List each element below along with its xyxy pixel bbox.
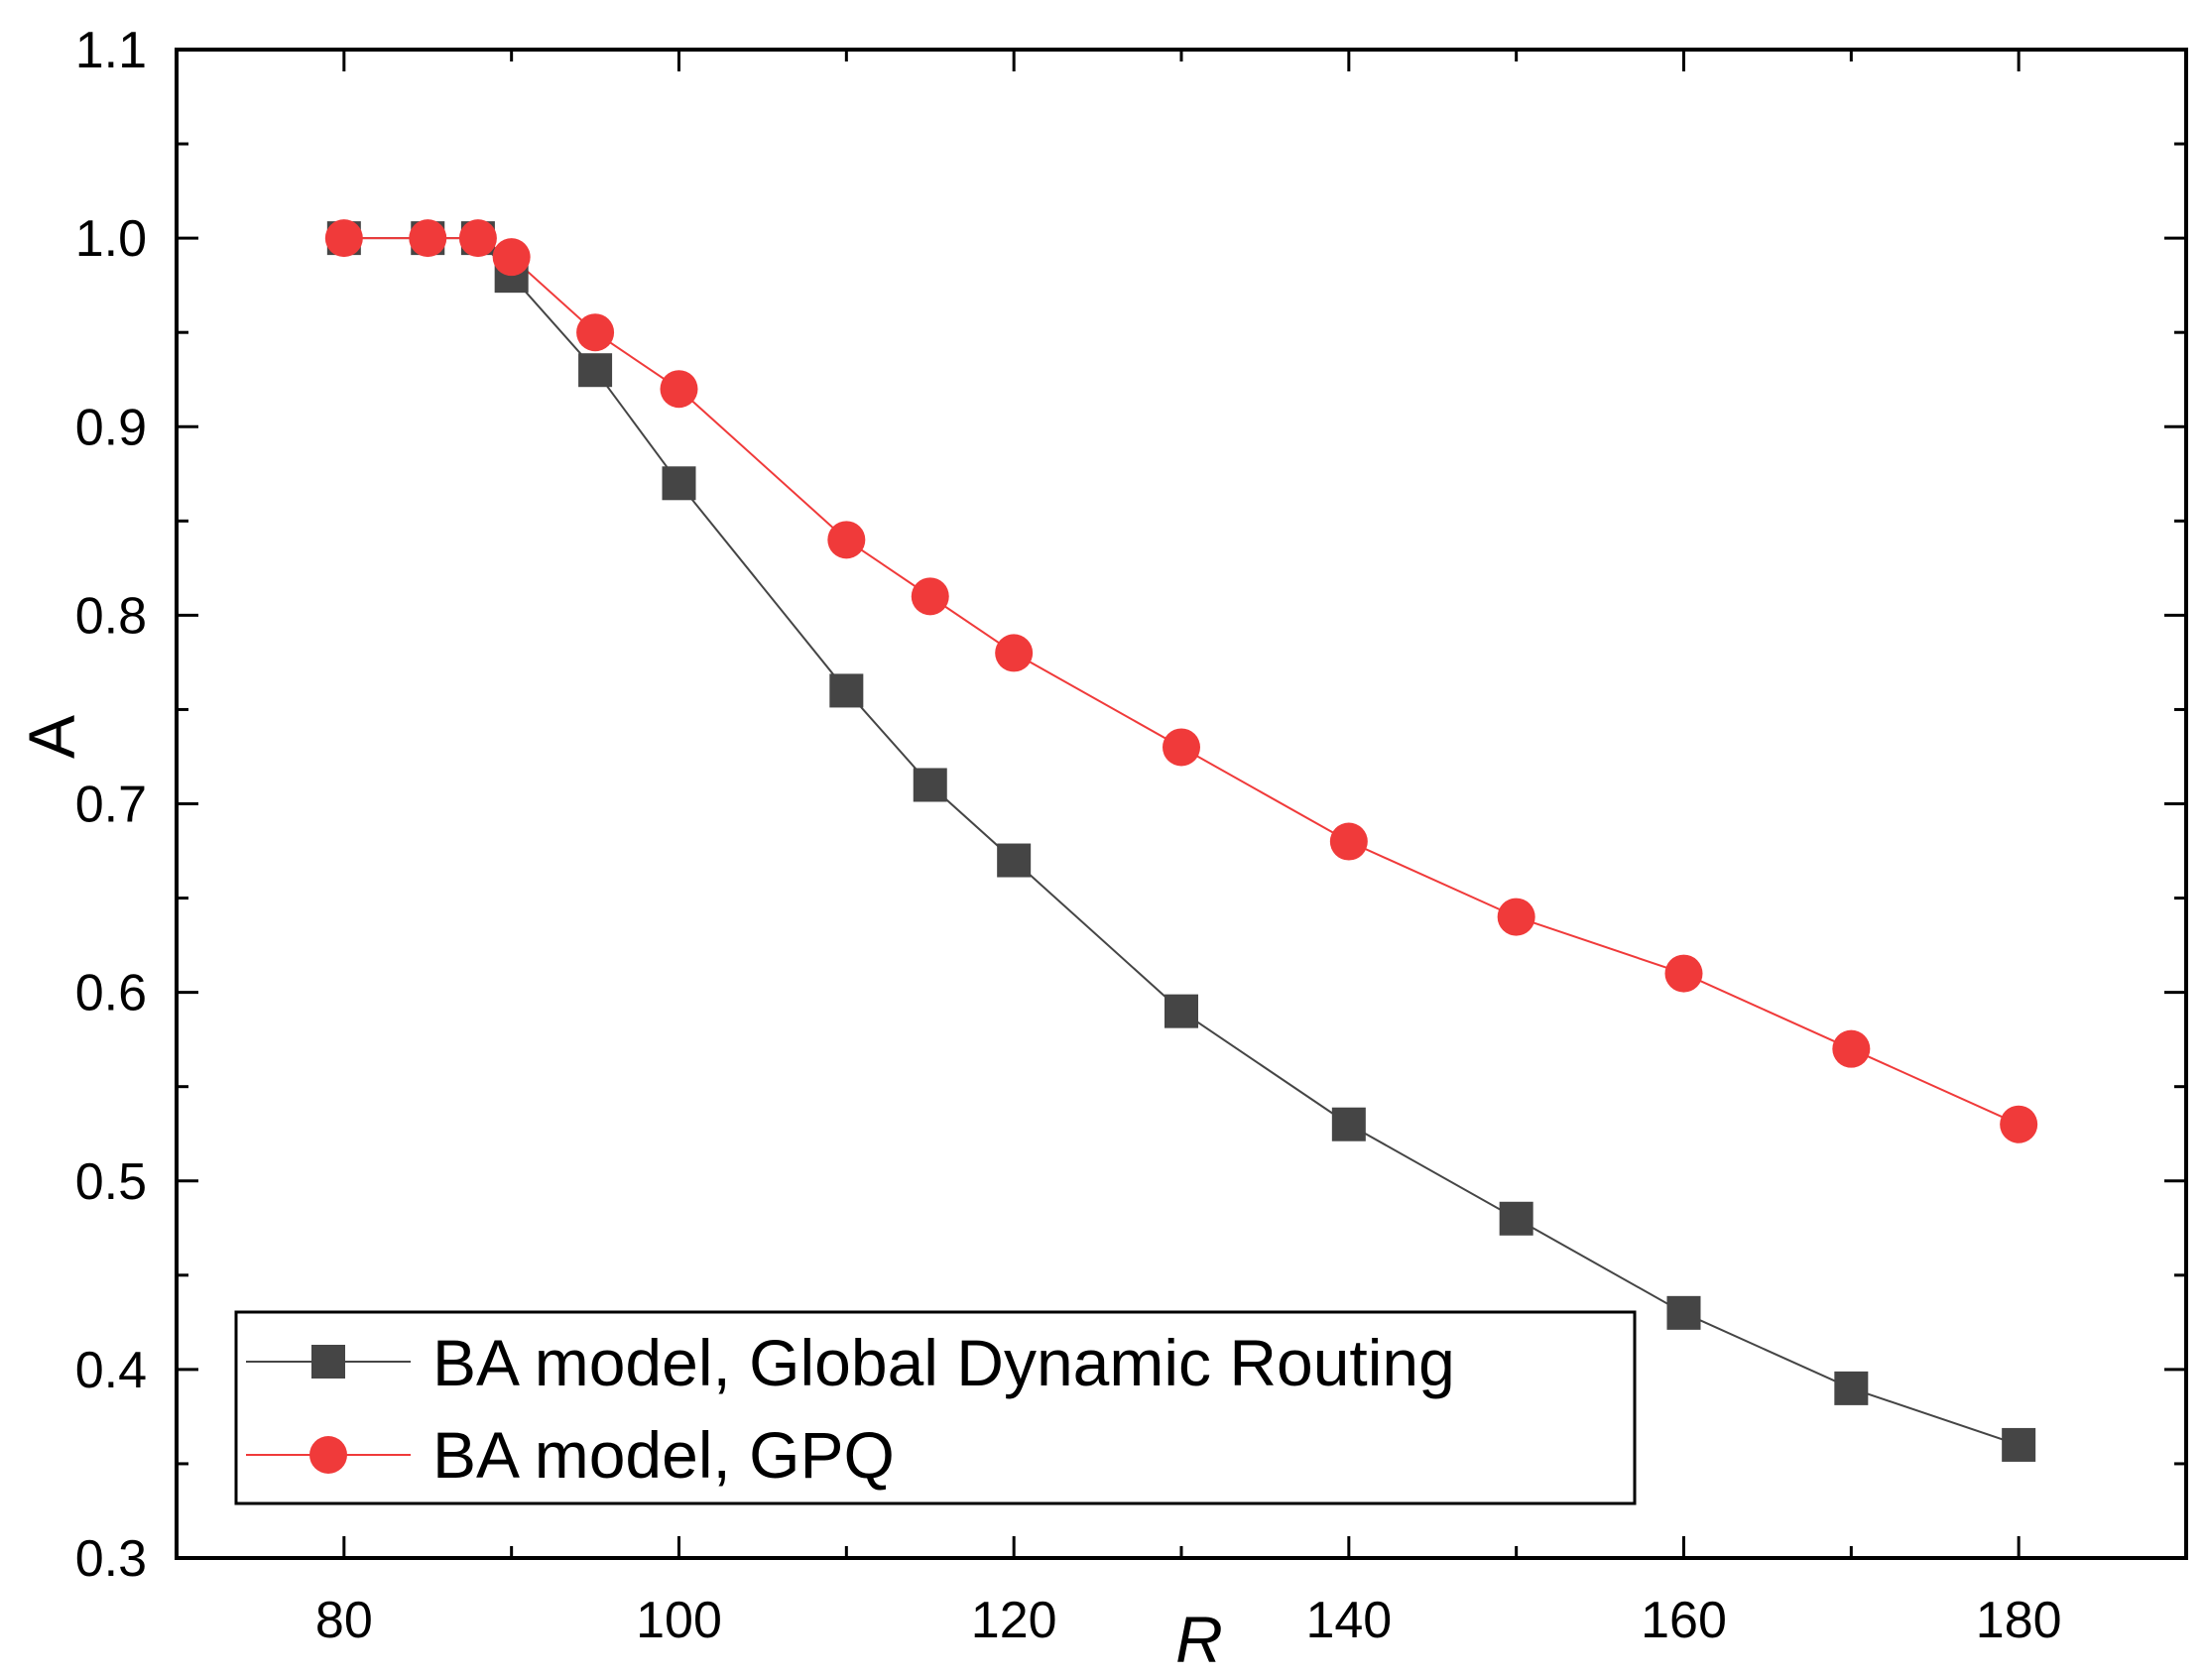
y-tick-label: 0.3 bbox=[75, 1530, 147, 1588]
data-point-square bbox=[578, 353, 613, 388]
y-tick-label: 1.0 bbox=[75, 210, 147, 268]
data-point-square bbox=[662, 466, 696, 501]
data-point-square bbox=[1164, 994, 1198, 1028]
data-point-circle bbox=[1832, 1029, 1871, 1068]
data-point-circle bbox=[1163, 728, 1200, 767]
y-axis-title: A bbox=[15, 715, 88, 759]
x-axis-title: R bbox=[1175, 1603, 1223, 1676]
data-point-circle bbox=[827, 521, 866, 559]
data-point-square bbox=[1331, 1107, 1366, 1141]
legend: BA model, Global Dynamic Routing BA mode… bbox=[234, 1310, 1637, 1505]
data-point-square bbox=[1834, 1371, 1869, 1405]
legend-label-gpq: BA model, GPQ bbox=[432, 1418, 895, 1492]
data-point-circle bbox=[660, 370, 698, 409]
data-point-circle bbox=[1329, 822, 1368, 861]
series-line-0 bbox=[343, 237, 2020, 1446]
data-point-circle bbox=[576, 313, 615, 352]
data-point-circle bbox=[458, 219, 497, 258]
data-point-circle bbox=[492, 238, 531, 277]
x-tick-label: 80 bbox=[315, 1592, 373, 1649]
data-point-circle bbox=[2000, 1105, 2038, 1143]
data-point-square bbox=[913, 768, 947, 802]
data-point-square bbox=[997, 843, 1032, 878]
data-point-circle bbox=[409, 219, 447, 258]
data-point-circle bbox=[1497, 898, 1535, 936]
data-point-circle bbox=[995, 634, 1034, 672]
y-tick-label: 1.1 bbox=[75, 22, 147, 79]
x-tick-label: 180 bbox=[1976, 1592, 2062, 1649]
series-layer bbox=[324, 219, 2038, 1462]
legend-marker-square bbox=[311, 1345, 345, 1379]
tick-labels: 80 100 120 140 160 180 0.3 0.4 0.5 0.6 0.7 0.8 0.9 1.… bbox=[75, 22, 2062, 1649]
data-point-circle bbox=[911, 577, 949, 616]
data-point-square bbox=[1666, 1295, 1701, 1330]
x-tick-label: 160 bbox=[1641, 1592, 1727, 1649]
x-tick-label: 100 bbox=[636, 1592, 722, 1649]
plot-area-frame bbox=[175, 48, 2188, 1560]
data-point-square bbox=[829, 673, 864, 708]
data-point-circle bbox=[1664, 954, 1703, 993]
y-tick-label: 0.7 bbox=[75, 777, 147, 834]
y-tick-label: 0.5 bbox=[75, 1153, 147, 1211]
legend-marker-circle bbox=[309, 1436, 347, 1474]
data-point-circle bbox=[324, 219, 363, 258]
data-point-square bbox=[2002, 1427, 2036, 1462]
legend-label-global-dynamic-routing: BA model, Global Dynamic Routing bbox=[432, 1326, 1455, 1399]
y-tick-label: 0.4 bbox=[75, 1342, 147, 1399]
legend-box bbox=[234, 1310, 1637, 1505]
x-tick-label: 120 bbox=[971, 1592, 1057, 1649]
x-tick-label: 140 bbox=[1305, 1592, 1392, 1649]
y-tick-label: 0.9 bbox=[75, 399, 147, 456]
y-tick-label: 0.6 bbox=[75, 965, 147, 1022]
data-point-square bbox=[1499, 1201, 1533, 1236]
y-tick-label: 0.8 bbox=[75, 587, 147, 645]
